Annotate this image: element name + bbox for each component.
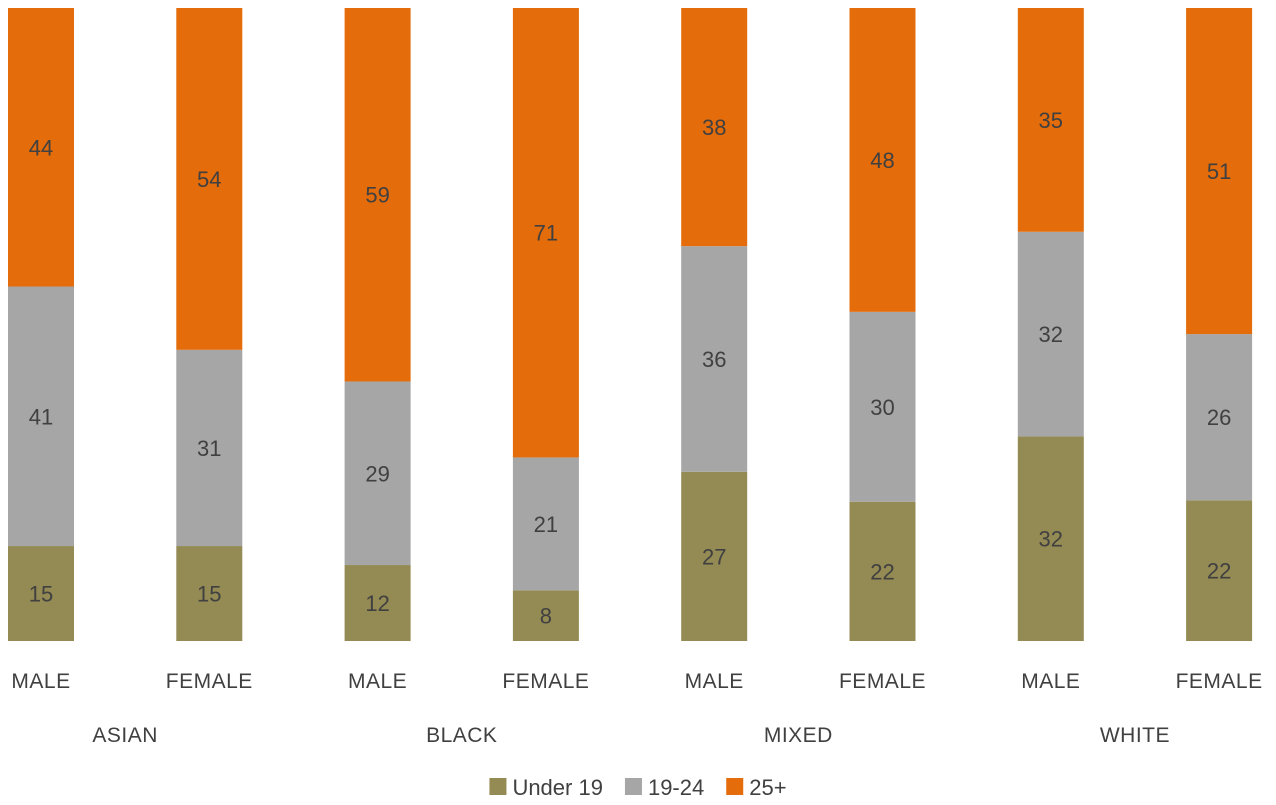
bar-segment-3-7 [1017, 8, 1084, 232]
data-label: 15 [29, 582, 53, 607]
bar-segment-3-6 [849, 8, 916, 312]
bar-segment-1-6 [849, 501, 916, 641]
category-tick-label: FEMALE [1176, 670, 1263, 693]
data-label: 48 [870, 148, 894, 173]
data-label: 44 [29, 135, 53, 160]
x-axis: MALE FEMALE MALE FEMALE MALE FEMALE MALE FEMALE… [11, 670, 1262, 747]
legend-item: 25+ [726, 775, 787, 800]
bar-segment-1-8 [1186, 500, 1253, 641]
bar-segment-2-8 [1186, 334, 1253, 501]
data-labels-layer: 15 41 44 15 31 54 12 29 59 8 21 71 27 36 38 22 30 48 32 32 3… [29, 108, 1232, 629]
category-tick-label: MALE [348, 670, 407, 693]
legend-swatch [624, 778, 642, 795]
legend-item: 19-24 [624, 775, 704, 800]
category-tick-label: MALE [1021, 670, 1080, 693]
bar-segment-1-2 [176, 546, 243, 641]
bar-segment-2-6 [849, 311, 916, 502]
category-tick-label: MALE [11, 670, 70, 693]
bar-segment-1-1 [8, 546, 74, 641]
bar-segment-1-4 [512, 590, 579, 641]
data-label: 22 [870, 559, 894, 584]
data-label: 36 [702, 347, 726, 372]
group-label: ASIAN [92, 724, 158, 747]
bar-segment-2-1 [8, 286, 74, 547]
bar-segment-2-7 [1017, 231, 1084, 437]
category-tick-label: MALE [685, 670, 744, 693]
bar-segment-1-5 [681, 471, 748, 641]
data-label: 26 [1207, 405, 1231, 430]
category-tick-label: FEMALE [502, 670, 589, 693]
bar-segment-2-2 [176, 349, 243, 547]
bar-segment-3-4 [512, 8, 579, 458]
data-label: 32 [1039, 322, 1063, 347]
bar-segment-2-3 [344, 381, 411, 566]
bar-segment-3-3 [344, 8, 411, 382]
category-tick-label: FEMALE [166, 670, 253, 693]
data-label: 54 [197, 167, 221, 192]
data-label: 12 [365, 591, 389, 616]
group-label: BLACK [426, 724, 497, 747]
data-label: 51 [1207, 159, 1231, 184]
legend: Under 19 19-24 25+ [489, 775, 787, 800]
data-label: 30 [870, 395, 894, 420]
group-label: WHITE [1100, 724, 1170, 747]
bar-segment-3-1 [8, 8, 74, 287]
data-label: 15 [197, 582, 221, 607]
bar-segment-3-2 [176, 8, 243, 350]
legend-label: Under 19 [512, 775, 603, 800]
data-label: 35 [1039, 108, 1063, 133]
legend-item: Under 19 [489, 775, 603, 800]
data-label: 29 [365, 461, 389, 486]
bar-segment-1-7 [1017, 436, 1084, 641]
data-label: 32 [1039, 527, 1063, 552]
bar-segment-2-5 [681, 246, 748, 472]
data-label: 31 [197, 436, 221, 461]
data-label: 22 [1207, 559, 1231, 584]
bar-segment-3-8 [1186, 8, 1253, 335]
data-label: 71 [534, 221, 558, 246]
data-label: 41 [29, 404, 53, 429]
group-label: MIXED [764, 724, 833, 747]
bars-layer [8, 8, 1253, 641]
category-tick-label: FEMALE [839, 670, 926, 693]
legend-swatch [726, 778, 744, 795]
legend-swatch [489, 778, 507, 795]
data-label: 59 [365, 183, 389, 208]
bar-segment-1-3 [344, 565, 411, 641]
data-label: 21 [534, 512, 558, 537]
bar-segment-2-4 [512, 457, 579, 591]
data-label: 8 [540, 604, 552, 629]
data-label: 27 [702, 544, 726, 569]
legend-label: 19-24 [648, 775, 704, 800]
legend-label: 25+ [749, 775, 786, 800]
bar-segment-3-5 [681, 8, 748, 247]
data-label: 38 [702, 115, 726, 140]
